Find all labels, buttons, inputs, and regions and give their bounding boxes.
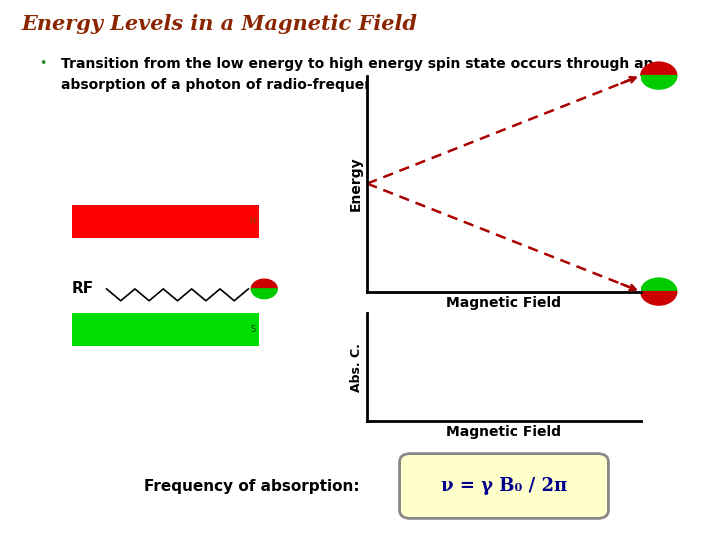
Y-axis label: Abs. C.: Abs. C.	[350, 343, 363, 391]
X-axis label: Magnetic Field: Magnetic Field	[446, 296, 562, 310]
Y-axis label: Energy: Energy	[349, 156, 363, 211]
Text: Transition from the low energy to high energy spin state occurs through an: Transition from the low energy to high e…	[61, 57, 654, 71]
Text: S: S	[251, 325, 256, 334]
Wedge shape	[641, 292, 677, 305]
FancyBboxPatch shape	[400, 454, 608, 518]
Wedge shape	[251, 289, 277, 299]
Text: H: H	[249, 217, 256, 226]
Text: absorption of a photon of radio-frequency (RF) energy: absorption of a photon of radio-frequenc…	[61, 78, 489, 92]
Text: ν = γ B₀ / 2π: ν = γ B₀ / 2π	[441, 477, 567, 495]
Text: RF: RF	[72, 281, 94, 296]
Wedge shape	[641, 76, 677, 89]
Text: Frequency of absorption:: Frequency of absorption:	[144, 478, 359, 494]
Wedge shape	[641, 62, 677, 76]
Wedge shape	[641, 278, 677, 292]
Bar	[72, 205, 259, 238]
Bar	[72, 313, 259, 346]
Text: •: •	[40, 57, 47, 70]
Text: Energy Levels in a Magnetic Field: Energy Levels in a Magnetic Field	[22, 14, 418, 33]
X-axis label: Magnetic Field: Magnetic Field	[446, 426, 562, 440]
Wedge shape	[251, 279, 277, 289]
